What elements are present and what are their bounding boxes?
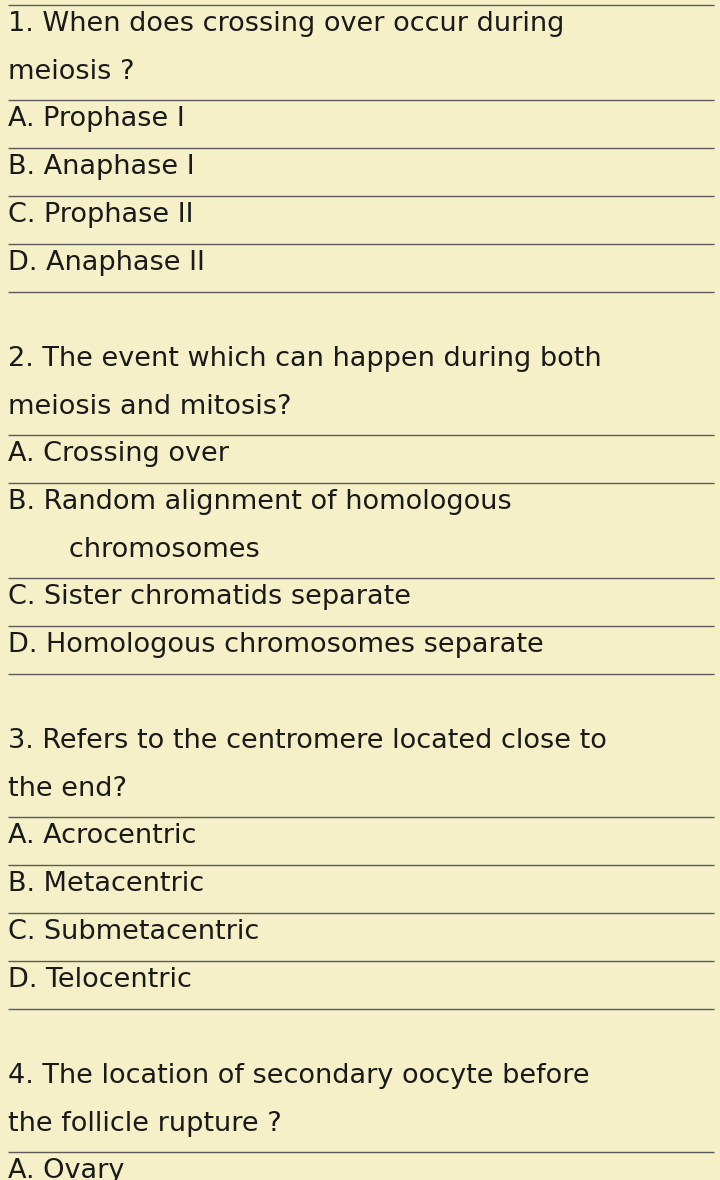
Text: A. Prophase I: A. Prophase I [8, 106, 185, 132]
Text: 3. Refers to the centromere located close to: 3. Refers to the centromere located clos… [8, 728, 607, 754]
Text: C. Prophase II: C. Prophase II [8, 202, 194, 228]
Text: C. Submetacentric: C. Submetacentric [8, 919, 259, 945]
Text: D. Anaphase II: D. Anaphase II [8, 250, 205, 276]
Text: the end?: the end? [8, 776, 127, 802]
Text: B. Random alignment of homologous: B. Random alignment of homologous [8, 489, 512, 514]
Text: B. Metacentric: B. Metacentric [8, 871, 204, 897]
Text: D. Homologous chromosomes separate: D. Homologous chromosomes separate [8, 632, 544, 658]
Text: chromosomes: chromosomes [43, 537, 260, 563]
Text: meiosis and mitosis?: meiosis and mitosis? [8, 394, 292, 420]
Text: C. Sister chromatids separate: C. Sister chromatids separate [8, 584, 411, 610]
Text: 1. When does crossing over occur during: 1. When does crossing over occur during [8, 11, 564, 37]
Text: 4. The location of secondary oocyte before: 4. The location of secondary oocyte befo… [8, 1063, 590, 1089]
Text: A. Ovary: A. Ovary [8, 1158, 125, 1180]
Text: B. Anaphase I: B. Anaphase I [8, 155, 194, 181]
Text: D. Telocentric: D. Telocentric [8, 966, 192, 994]
Text: the follicle rupture ?: the follicle rupture ? [8, 1112, 282, 1138]
Text: meiosis ?: meiosis ? [8, 59, 135, 85]
Text: A. Acrocentric: A. Acrocentric [8, 822, 197, 848]
Text: A. Crossing over: A. Crossing over [8, 441, 229, 467]
Text: 2. The event which can happen during both: 2. The event which can happen during bot… [8, 346, 602, 372]
